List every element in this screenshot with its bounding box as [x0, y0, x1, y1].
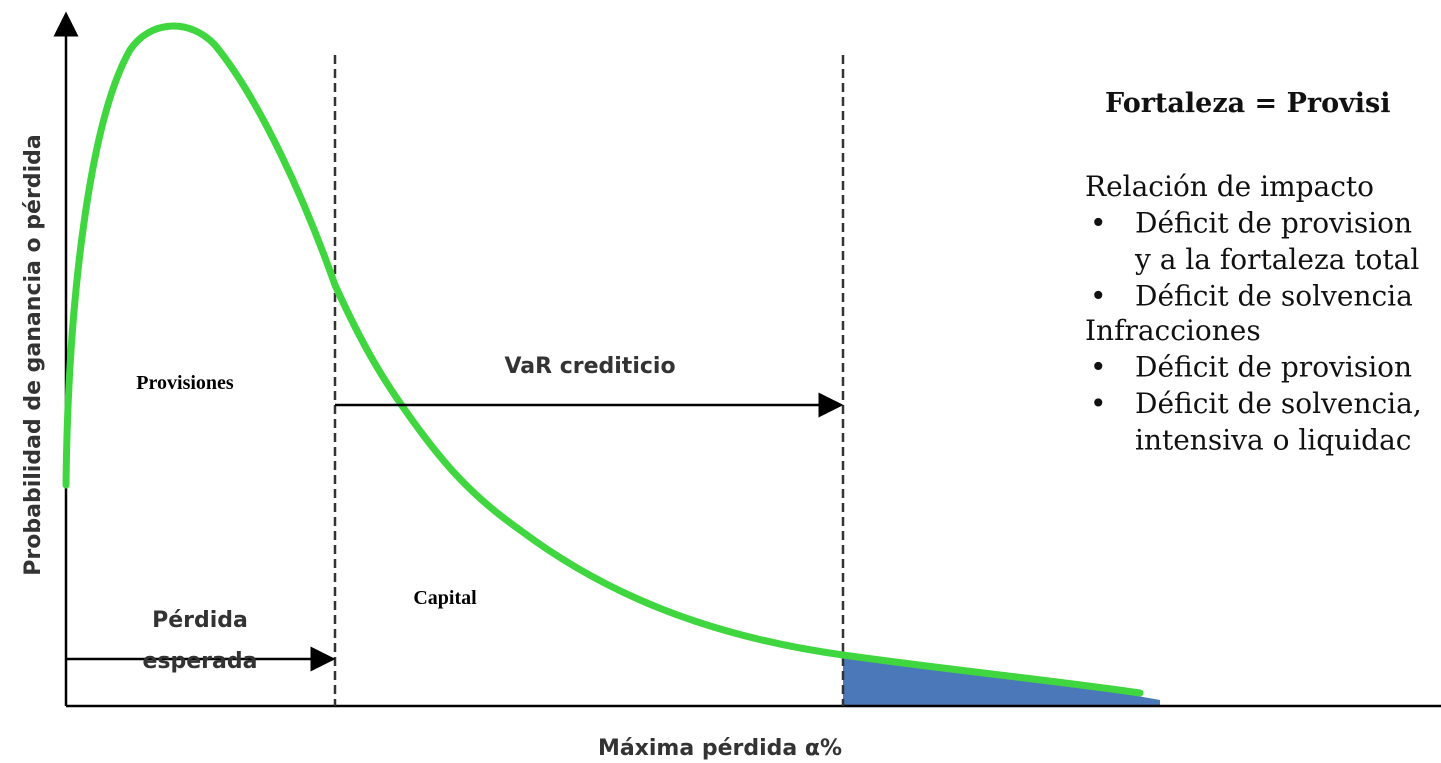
bullet: •	[1090, 351, 1107, 384]
section-heading: Infracciones	[1085, 314, 1261, 347]
loss-curve	[62, 22, 1144, 697]
bullet-text: y a la fortaleza total	[1134, 243, 1419, 276]
expected-loss-label: Pérdida	[152, 608, 248, 633]
region-label: Capital	[413, 587, 477, 609]
bullet-text: Déficit de provision	[1135, 351, 1412, 384]
panel: Relación de impacto • Déficit de provision…	[1085, 170, 1422, 457]
section-heading: Relación de impacto	[1085, 170, 1374, 203]
bullet-text: intensiva o liquidac	[1135, 424, 1411, 457]
expected-loss-label: esperada	[143, 649, 258, 674]
var-label: VaR crediticio	[504, 354, 675, 379]
bullet: •	[1090, 207, 1107, 240]
region-label: Provisiones	[136, 372, 234, 394]
bullet-text: Déficit de solvencia	[1135, 280, 1413, 313]
panel-title: Fortaleza = Provisi	[1105, 88, 1391, 119]
bullet: •	[1090, 387, 1107, 420]
bullet: •	[1090, 280, 1107, 313]
x-axis-label: Máxima pérdida α%	[598, 736, 842, 761]
y-axis-label: Probabilidad de ganancia o pérdida	[21, 134, 46, 575]
bullet-text: Déficit de provision	[1135, 207, 1412, 240]
bullet-text: Déficit de solvencia,	[1135, 387, 1422, 420]
